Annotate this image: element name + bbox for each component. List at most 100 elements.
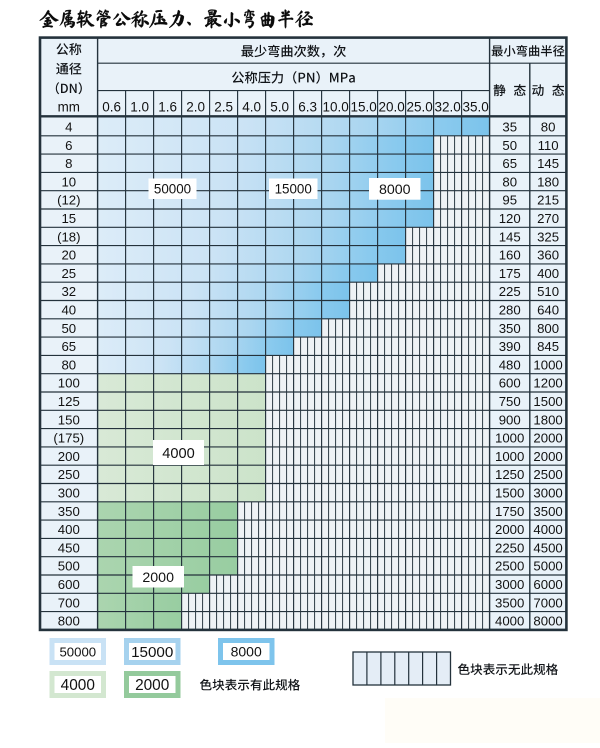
svg-text:1500: 1500 (495, 486, 524, 501)
svg-text:450: 450 (58, 540, 80, 555)
svg-text:80: 80 (541, 120, 556, 135)
svg-text:mm: mm (58, 100, 80, 115)
svg-text:4000: 4000 (495, 614, 524, 629)
svg-text:145: 145 (537, 156, 559, 171)
svg-text:15.0: 15.0 (350, 100, 376, 115)
svg-text:65: 65 (502, 156, 517, 171)
svg-text:350: 350 (499, 321, 521, 336)
svg-text:8: 8 (65, 156, 72, 171)
svg-text:50000: 50000 (154, 182, 191, 197)
svg-text:480: 480 (499, 357, 521, 372)
svg-text:4500: 4500 (533, 540, 562, 555)
svg-text:3000: 3000 (495, 577, 524, 592)
svg-text:10: 10 (61, 174, 76, 189)
svg-text:1200: 1200 (533, 376, 562, 391)
svg-text:5000: 5000 (533, 559, 562, 574)
svg-text:(12): (12) (57, 193, 80, 208)
svg-text:270: 270 (537, 211, 559, 226)
svg-text:7000: 7000 (533, 595, 562, 610)
svg-text:2.5: 2.5 (214, 100, 233, 115)
svg-text:360: 360 (537, 248, 559, 263)
svg-text:25.0: 25.0 (406, 100, 432, 115)
svg-text:1000: 1000 (495, 449, 524, 464)
svg-text:300: 300 (58, 486, 80, 501)
svg-text:160: 160 (499, 248, 521, 263)
svg-text:110: 110 (538, 138, 559, 153)
svg-text:100: 100 (58, 376, 80, 391)
svg-text:4.0: 4.0 (242, 100, 261, 115)
svg-text:400: 400 (58, 522, 80, 537)
svg-text:32: 32 (61, 284, 76, 299)
svg-text:80: 80 (502, 174, 517, 189)
svg-text:125: 125 (58, 394, 80, 409)
svg-text:2500: 2500 (533, 467, 562, 482)
svg-text:50: 50 (61, 321, 76, 336)
svg-text:600: 600 (58, 577, 80, 592)
svg-text:500: 500 (58, 559, 80, 574)
svg-text:1.0: 1.0 (130, 100, 149, 115)
svg-text:25: 25 (61, 266, 76, 281)
svg-text:35.0: 35.0 (462, 100, 488, 115)
svg-text:50: 50 (502, 138, 517, 153)
svg-text:6000: 6000 (533, 577, 562, 592)
svg-text:1000: 1000 (495, 431, 524, 446)
svg-text:20.0: 20.0 (378, 100, 404, 115)
svg-text:280: 280 (499, 303, 521, 318)
svg-text:600: 600 (499, 376, 521, 391)
svg-text:390: 390 (499, 339, 521, 354)
svg-text:15: 15 (61, 211, 76, 226)
svg-text:3500: 3500 (533, 504, 562, 519)
svg-text:2000: 2000 (533, 449, 562, 464)
svg-text:2000: 2000 (495, 522, 524, 537)
svg-text:2000: 2000 (142, 570, 174, 586)
svg-text:15000: 15000 (275, 182, 312, 197)
svg-text:1000: 1000 (533, 357, 562, 372)
svg-text:(175): (175) (53, 431, 84, 446)
svg-text:1.6: 1.6 (158, 100, 177, 115)
svg-text:2000: 2000 (135, 677, 169, 694)
svg-text:175: 175 (499, 266, 521, 281)
svg-text:4000: 4000 (162, 446, 194, 462)
svg-text:2.0: 2.0 (186, 100, 205, 115)
svg-text:225: 225 (499, 284, 521, 299)
svg-text:1500: 1500 (533, 394, 562, 409)
svg-text:(18): (18) (57, 229, 80, 244)
svg-text:6.3: 6.3 (298, 100, 317, 115)
svg-text:15000: 15000 (131, 644, 173, 661)
svg-text:250: 250 (58, 467, 80, 482)
svg-text:35: 35 (502, 120, 517, 135)
svg-text:80: 80 (61, 357, 76, 372)
svg-text:6: 6 (65, 138, 72, 153)
svg-text:510: 510 (537, 284, 559, 299)
svg-text:900: 900 (499, 412, 521, 427)
svg-text:400: 400 (537, 266, 559, 281)
svg-text:800: 800 (58, 614, 80, 629)
svg-text:150: 150 (58, 412, 80, 427)
svg-text:2000: 2000 (533, 431, 562, 446)
svg-text:1250: 1250 (495, 467, 524, 482)
svg-text:8000: 8000 (231, 644, 262, 660)
svg-text:3500: 3500 (495, 595, 524, 610)
svg-text:5.0: 5.0 (270, 100, 289, 115)
svg-text:200: 200 (58, 449, 80, 464)
svg-text:4000: 4000 (61, 677, 95, 694)
svg-text:180: 180 (537, 174, 559, 189)
svg-text:20: 20 (61, 248, 76, 263)
svg-text:95: 95 (502, 193, 517, 208)
svg-text:2250: 2250 (495, 540, 524, 555)
svg-text:8000: 8000 (533, 614, 562, 629)
svg-text:1800: 1800 (533, 412, 562, 427)
svg-text:800: 800 (537, 321, 559, 336)
svg-text:215: 215 (537, 193, 559, 208)
svg-text:32.0: 32.0 (434, 100, 460, 115)
svg-text:1750: 1750 (495, 504, 524, 519)
svg-text:4000: 4000 (533, 522, 562, 537)
svg-text:4: 4 (65, 120, 72, 135)
svg-text:40: 40 (61, 303, 76, 318)
svg-text:10.0: 10.0 (322, 100, 348, 115)
svg-text:120: 120 (499, 211, 521, 226)
svg-text:145: 145 (499, 229, 521, 244)
svg-text:700: 700 (58, 595, 80, 610)
svg-text:50000: 50000 (59, 644, 96, 659)
svg-text:65: 65 (61, 339, 76, 354)
